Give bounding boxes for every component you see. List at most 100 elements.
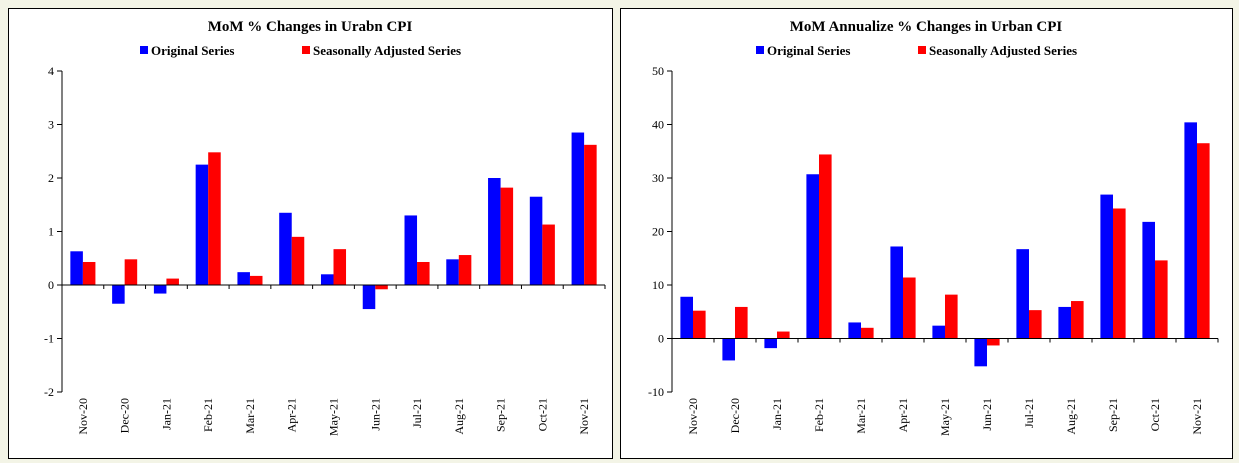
bar — [1016, 249, 1029, 339]
bar — [903, 277, 916, 339]
bar — [208, 152, 221, 285]
x-tick-label: Feb-21 — [812, 398, 826, 432]
bar — [722, 338, 735, 361]
x-tick-label: Nov-21 — [1190, 398, 1204, 435]
x-tick-label: Jun-21 — [980, 398, 994, 431]
bar — [1142, 221, 1155, 339]
bar — [890, 246, 903, 339]
bar — [806, 174, 819, 339]
bar — [153, 285, 167, 294]
legend-label: Seasonally Adjusted Series — [929, 43, 1077, 58]
x-tick-label: May-21 — [327, 398, 341, 436]
bar — [320, 274, 334, 285]
bar — [1197, 143, 1210, 339]
x-tick-label: Nov-20 — [76, 398, 90, 435]
y-tick-label: 4 — [48, 64, 54, 78]
legend-label: Seasonally Adjusted Series — [313, 43, 461, 58]
x-tick-label: Nov-21 — [577, 398, 591, 435]
x-tick-label: Mar-21 — [854, 398, 868, 434]
bar — [584, 144, 597, 285]
bar — [693, 310, 706, 339]
y-tick-label: 50 — [652, 64, 664, 78]
bar — [861, 327, 874, 339]
bar — [1058, 306, 1071, 339]
bar — [500, 187, 514, 285]
chart-title: MoM % Changes in Urabn CPI — [208, 19, 413, 35]
bar — [488, 178, 501, 285]
bar — [446, 259, 459, 285]
y-tick-label: 30 — [652, 171, 664, 185]
y-tick-label: 1 — [48, 225, 54, 239]
y-tick-label: 0 — [48, 278, 54, 292]
bar — [848, 322, 861, 339]
legend-label: Original Series — [151, 43, 234, 58]
x-tick-label: Oct-21 — [1148, 398, 1162, 431]
bar — [680, 296, 693, 339]
legend-swatch — [302, 46, 310, 54]
x-tick-label: Dec-20 — [118, 398, 132, 433]
bar — [932, 325, 945, 339]
legend-swatch — [756, 46, 764, 54]
bar — [166, 278, 179, 285]
x-tick-label: Feb-21 — [201, 398, 215, 432]
bar — [529, 196, 543, 285]
bar — [333, 249, 347, 285]
bar — [70, 251, 83, 285]
bar — [195, 164, 209, 285]
legend-swatch — [140, 46, 148, 54]
bar — [237, 272, 250, 285]
bar — [124, 259, 138, 285]
bar — [974, 338, 987, 367]
bar — [1184, 122, 1197, 339]
y-tick-label: -1 — [44, 332, 54, 346]
x-tick-label: Nov-20 — [686, 398, 700, 435]
x-tick-label: Sep-21 — [494, 398, 508, 432]
bar — [987, 338, 1000, 346]
x-tick-label: Jul-21 — [410, 398, 424, 428]
bar — [417, 261, 430, 285]
y-tick-label: 10 — [652, 278, 664, 292]
bar — [542, 224, 555, 285]
x-tick-label: Jan-21 — [159, 398, 173, 430]
bar — [362, 285, 376, 310]
x-tick-label: Apr-21 — [285, 398, 299, 432]
bar — [1029, 310, 1042, 339]
y-tick-label: -2 — [44, 385, 54, 399]
panel-frame — [8, 8, 613, 459]
y-tick-label: -10 — [648, 385, 664, 399]
bar — [291, 236, 305, 285]
x-tick-label: Aug-21 — [1064, 398, 1078, 435]
bar — [1155, 260, 1168, 339]
x-tick-label: Aug-21 — [452, 398, 466, 435]
panel-frame — [620, 8, 1233, 459]
bar — [279, 212, 292, 285]
x-tick-label: Mar-21 — [243, 398, 257, 434]
bar — [249, 275, 263, 285]
bar — [571, 132, 585, 285]
bar — [375, 285, 388, 290]
y-tick-label: 2 — [48, 171, 54, 185]
bar — [404, 215, 418, 285]
bar — [458, 255, 472, 285]
bar — [82, 261, 96, 285]
x-tick-label: Jan-21 — [770, 398, 784, 430]
x-tick-label: Jul-21 — [1022, 398, 1036, 428]
x-tick-label: Apr-21 — [896, 398, 910, 432]
x-tick-label: Jun-21 — [368, 398, 382, 431]
chart-panel: MoM % Changes in Urabn CPI Original Serie… — [8, 8, 613, 459]
bar — [945, 294, 958, 339]
chart-panel: MoM Annualize % Changes in Urban CPI Orig… — [620, 8, 1233, 459]
bar — [1071, 301, 1084, 339]
legend-label: Original Series — [767, 43, 850, 58]
bar — [112, 285, 125, 304]
bar — [764, 338, 777, 349]
bar — [819, 154, 832, 339]
chart-title: MoM Annualize % Changes in Urban CPI — [790, 19, 1063, 35]
legend-swatch — [918, 46, 926, 54]
x-tick-label: May-21 — [938, 398, 952, 436]
bar — [1113, 208, 1126, 339]
bar — [1100, 194, 1113, 339]
y-tick-label: 40 — [652, 118, 664, 132]
y-tick-label: 20 — [652, 225, 664, 239]
